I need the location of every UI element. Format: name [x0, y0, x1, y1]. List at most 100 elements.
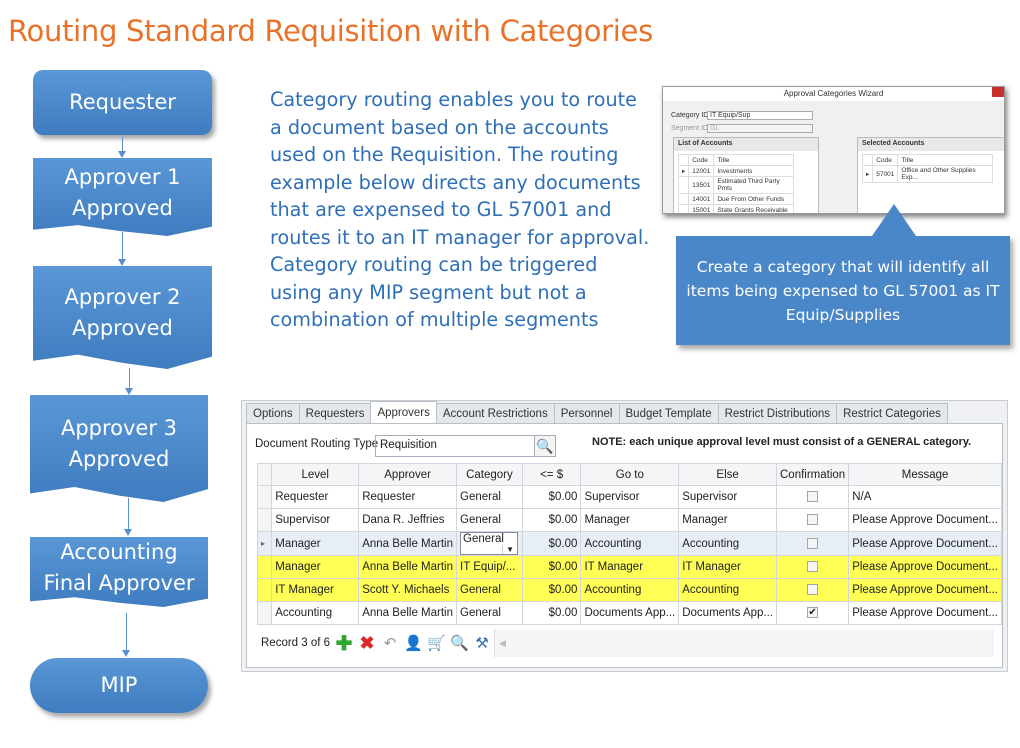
category-select[interactable]: General — [463, 533, 504, 545]
row-indicator[interactable] — [256, 508, 273, 532]
cell-goto[interactable]: Documents App... — [580, 601, 680, 625]
cell-category[interactable]: General — [456, 508, 523, 532]
cell-goto[interactable]: IT Manager — [580, 555, 680, 579]
tab-restrict-distributions[interactable]: Restrict Distributions — [717, 403, 838, 423]
row-indicator[interactable] — [256, 485, 273, 509]
cell-message[interactable]: N/A — [848, 485, 1002, 509]
table-row[interactable]: Supervisor Dana R. Jeffries General $0.0… — [256, 508, 1002, 532]
cell-message[interactable]: Please Approve Document... — [848, 531, 1002, 556]
cell-category[interactable]: General ▼ — [456, 531, 523, 556]
cell-goto[interactable]: Supervisor — [580, 485, 680, 509]
cell-else[interactable]: Supervisor — [678, 485, 777, 509]
cell-approver[interactable]: Anna Belle Martin — [358, 601, 457, 625]
cell-else[interactable]: IT Manager — [678, 555, 777, 579]
account-code: 13501 — [688, 176, 715, 194]
table-row[interactable]: Manager Anna Belle Martin IT Equip/... $… — [256, 555, 1002, 579]
tab-approvers[interactable]: Approvers — [370, 401, 437, 424]
table-row[interactable]: IT Manager Scott Y. Michaels General $0.… — [256, 578, 1002, 602]
confirmation-checkbox[interactable] — [807, 537, 819, 549]
cell-else[interactable]: Accounting — [678, 578, 777, 602]
confirmation-checkbox[interactable] — [807, 491, 819, 503]
cell-amount[interactable]: $0.00 — [521, 485, 582, 509]
undo-icon[interactable]: ↶ — [383, 635, 397, 652]
user-icon[interactable]: 👤 — [404, 635, 423, 652]
flow-approver-1: Approver 1 Approved — [33, 158, 212, 236]
cell-category[interactable]: General — [456, 601, 523, 625]
row-indicator[interactable] — [256, 601, 273, 625]
tab-requesters[interactable]: Requesters — [298, 403, 372, 423]
col-amount[interactable]: <= $ — [521, 463, 582, 486]
table-row[interactable]: Requester Requester General $0.00 Superv… — [256, 485, 1002, 509]
table-row[interactable]: Accounting Anna Belle Martin General $0.… — [256, 601, 1002, 625]
cell-level[interactable]: IT Manager — [271, 578, 360, 602]
cell-level[interactable]: Supervisor — [271, 508, 360, 532]
table-row[interactable]: ▸ Manager Anna Belle Martin General ▼ $0.… — [256, 531, 1002, 556]
selected-accounts-table: Code Title ▸ 57001 Office and Other Supplie… — [861, 154, 994, 183]
account-code: 12001 — [688, 165, 715, 177]
search-icon: 🔍 — [536, 437, 554, 454]
preview-icon[interactable]: 🔍 — [450, 635, 469, 652]
cell-goto[interactable]: Accounting — [580, 531, 680, 556]
cell-level[interactable]: Requester — [271, 485, 360, 509]
cell-category[interactable]: General — [456, 578, 523, 602]
cart-icon[interactable]: 🛒 — [427, 635, 446, 652]
cell-amount[interactable]: $0.00 — [521, 555, 582, 579]
col-category[interactable]: Category — [456, 463, 523, 486]
cell-approver[interactable]: Requester — [358, 485, 457, 509]
cell-message[interactable]: Please Approve Document... — [848, 601, 1002, 625]
cell-level[interactable]: Manager — [271, 531, 360, 556]
row-header — [256, 463, 273, 486]
cell-approver[interactable]: Scott Y. Michaels — [358, 578, 457, 602]
cell-message[interactable]: Please Approve Document... — [848, 555, 1002, 579]
row-indicator[interactable] — [256, 555, 273, 579]
account-title: Investments — [713, 165, 795, 177]
cell-else[interactable]: Accounting — [678, 531, 777, 556]
search-button[interactable]: 🔍 — [534, 435, 556, 457]
confirmation-checkbox[interactable] — [807, 514, 819, 526]
cell-level[interactable]: Manager — [271, 555, 360, 579]
cell-category[interactable]: General — [456, 485, 523, 509]
col-goto[interactable]: Go to — [580, 463, 680, 486]
cell-else[interactable]: Manager — [678, 508, 777, 532]
flow-mip: MIP — [30, 658, 208, 713]
description-text: Category routing enables you to route a … — [270, 88, 650, 331]
row-indicator[interactable] — [256, 578, 273, 602]
cell-goto[interactable]: Manager — [580, 508, 680, 532]
horizontal-scrollbar[interactable]: ◀ — [494, 629, 994, 657]
cell-approver[interactable]: Dana R. Jeffries — [358, 508, 457, 532]
col-message[interactable]: Message — [848, 463, 1002, 486]
col-approver[interactable]: Approver — [358, 463, 457, 486]
col-level[interactable]: Level — [271, 463, 360, 486]
delete-icon[interactable]: ✖ — [359, 632, 375, 653]
routing-type-input[interactable]: Requisition — [375, 435, 555, 457]
cell-else[interactable]: Documents App... — [678, 601, 777, 625]
tab-budget-template[interactable]: Budget Template — [618, 403, 719, 423]
cell-message[interactable]: Please Approve Document... — [848, 578, 1002, 602]
cell-message[interactable]: Please Approve Document... — [848, 508, 1002, 532]
tab-account-restrictions[interactable]: Account Restrictions — [435, 403, 555, 423]
cell-amount[interactable]: $0.00 — [521, 508, 582, 532]
segment-id-field: GL — [707, 124, 813, 133]
tab-options[interactable]: Options — [246, 403, 300, 423]
chevron-down-icon[interactable]: ▼ — [502, 545, 517, 554]
confirmation-checkbox[interactable] — [807, 584, 819, 596]
cell-category[interactable]: IT Equip/... — [456, 555, 523, 579]
col-confirmation[interactable]: Confirmation — [775, 463, 850, 486]
flow-approver-3: Approver 3 Approved — [30, 395, 208, 502]
tools-icon[interactable]: ⚒ — [475, 635, 489, 652]
cell-approver[interactable]: Anna Belle Martin — [358, 531, 457, 556]
row-indicator[interactable]: ▸ — [256, 531, 273, 556]
cell-amount[interactable]: $0.00 — [521, 531, 582, 556]
cell-goto[interactable]: Accounting — [580, 578, 680, 602]
tab-restrict-categories[interactable]: Restrict Categories — [836, 403, 948, 423]
cell-level[interactable]: Accounting — [271, 601, 360, 625]
cell-amount[interactable]: $0.00 — [521, 578, 582, 602]
cell-approver[interactable]: Anna Belle Martin — [358, 555, 457, 579]
confirmation-checkbox[interactable]: ✔ — [807, 607, 819, 619]
confirmation-checkbox[interactable] — [807, 561, 819, 573]
add-icon[interactable]: ✚ — [335, 632, 353, 655]
cell-amount[interactable]: $0.00 — [521, 601, 582, 625]
col-else[interactable]: Else — [678, 463, 777, 486]
segment-id-label: Segment ID — [671, 125, 708, 132]
tab-personnel[interactable]: Personnel — [553, 403, 620, 423]
